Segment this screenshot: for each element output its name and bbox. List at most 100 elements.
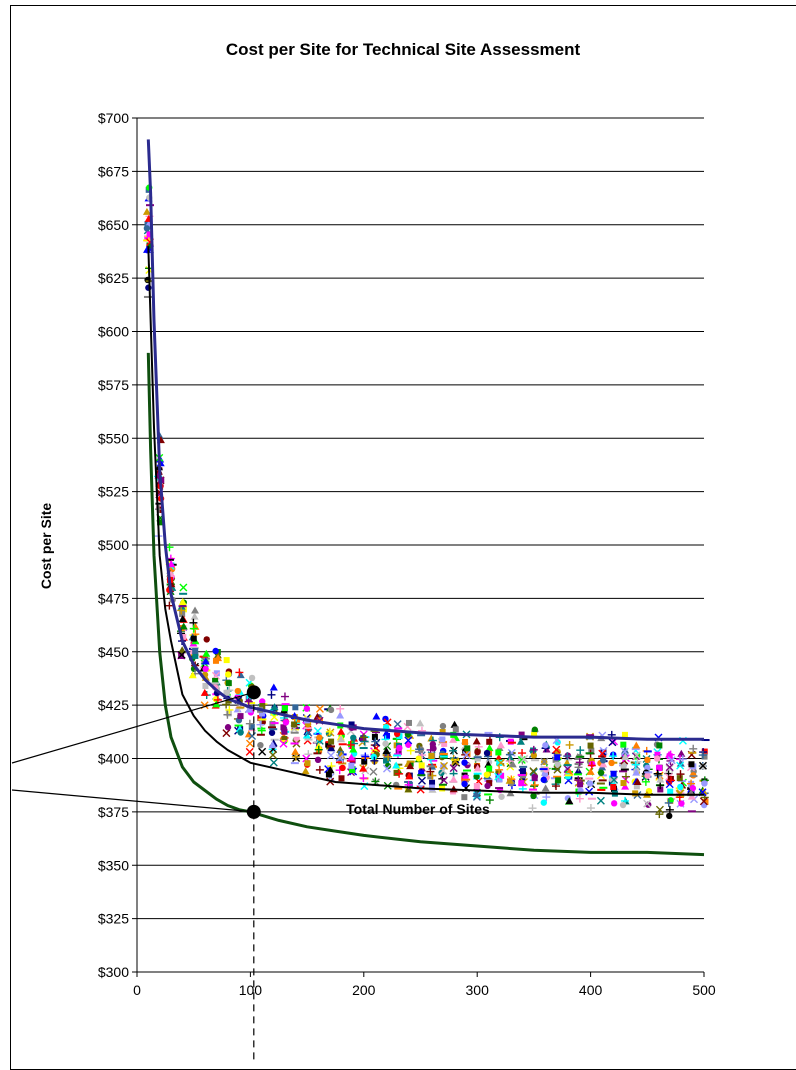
scatter-point [461, 780, 468, 788]
scatter-point [291, 747, 300, 755]
scatter-point [576, 746, 585, 755]
scatter-point [245, 705, 254, 713]
scatter-point [415, 755, 423, 762]
scatter-point [202, 649, 211, 657]
scatter-point [621, 731, 628, 738]
scatter-point [520, 754, 529, 763]
scatter-point [382, 740, 389, 747]
scatter-point [349, 745, 358, 753]
scatter-point [517, 773, 526, 776]
scatter-point [550, 777, 559, 780]
scatter-point [496, 741, 505, 749]
scatter-point [473, 756, 482, 759]
scatter-point [189, 624, 198, 633]
scatter-point [234, 687, 242, 695]
scatter-point [586, 804, 595, 813]
scatter-point [666, 812, 673, 820]
scatter-point [248, 723, 255, 730]
axes [132, 117, 705, 977]
y-tick-label: $450 [98, 644, 129, 660]
scatter-point [599, 757, 607, 764]
scatter-point [518, 780, 525, 787]
scatter-point [530, 780, 539, 789]
scatter-point [449, 735, 458, 743]
scatter-point [268, 726, 277, 729]
scatter-point [531, 726, 539, 733]
scatter-point [211, 682, 220, 685]
scatter-point [540, 776, 547, 783]
scatter-point [188, 671, 197, 679]
scatter-point [621, 772, 630, 781]
scatter-point [259, 703, 266, 710]
scatter-point [553, 765, 562, 774]
leader-line-0 [11, 691, 254, 764]
scatter-point [531, 759, 540, 762]
scatter-point [439, 752, 448, 755]
scatter-point [452, 726, 459, 733]
scatter-point [519, 768, 526, 775]
scatter-point [632, 768, 641, 776]
scatter-point [337, 727, 346, 735]
y-tick-label: $375 [98, 804, 129, 820]
scatter-point [462, 778, 471, 781]
scatter-point [621, 753, 630, 761]
scatter-point [304, 738, 313, 741]
y-tick-label: $475 [98, 590, 129, 606]
scatter-point [518, 749, 527, 758]
scatter-point [620, 780, 627, 787]
scatter-point [244, 697, 253, 706]
scatter-point [665, 764, 674, 773]
scatter-point [632, 741, 641, 749]
scatter-point [346, 759, 355, 762]
y-tick-label: $650 [98, 217, 129, 233]
scatter-point [192, 652, 199, 659]
scatter-point [573, 773, 582, 776]
scatter-point [539, 768, 548, 771]
scatter-point [316, 734, 323, 741]
scatter-point [371, 733, 378, 740]
scatter-point [519, 738, 528, 741]
scatter-point [178, 615, 187, 623]
grid-lines [137, 117, 704, 920]
scatter-point [428, 784, 435, 791]
scatter-point [315, 765, 324, 774]
scatter-point [677, 783, 684, 791]
scatter-point [269, 683, 278, 691]
y-tick-label: $300 [98, 964, 129, 980]
scatter-point [587, 742, 594, 749]
scatter-point [585, 777, 594, 780]
scatter-point [396, 744, 403, 752]
scatter-point [359, 764, 368, 772]
scatter-point [190, 635, 197, 642]
scatter-point [301, 767, 310, 775]
scatter-point [563, 764, 572, 767]
scatter-point [235, 668, 244, 677]
y-tick-label: $325 [98, 911, 129, 927]
scatter-point [530, 752, 538, 759]
scatter-point [598, 755, 607, 758]
scatter-point [178, 605, 187, 608]
scatter-point [417, 734, 426, 737]
scatter-point [599, 760, 608, 768]
scatter-point [213, 670, 220, 677]
scatter-point [574, 763, 583, 772]
scatter-point [383, 757, 390, 764]
scatter-point [157, 519, 164, 526]
scatter-point [530, 792, 537, 800]
scatter-point [200, 688, 209, 696]
scatter-point [586, 767, 595, 775]
scatter-point [212, 647, 219, 655]
scatter-point [370, 756, 379, 765]
scatter-point [167, 560, 176, 568]
scatter-point [575, 794, 584, 803]
scatter-point [382, 764, 391, 773]
scatter-point [654, 751, 661, 758]
scatter-point [472, 792, 481, 801]
scatter-point [203, 636, 210, 643]
scatter-point [496, 758, 505, 767]
scatter-point [429, 759, 438, 762]
scatter-point [394, 727, 403, 730]
scatter-point [280, 724, 287, 731]
scatter-point [551, 767, 560, 770]
scatter-point [268, 729, 276, 736]
